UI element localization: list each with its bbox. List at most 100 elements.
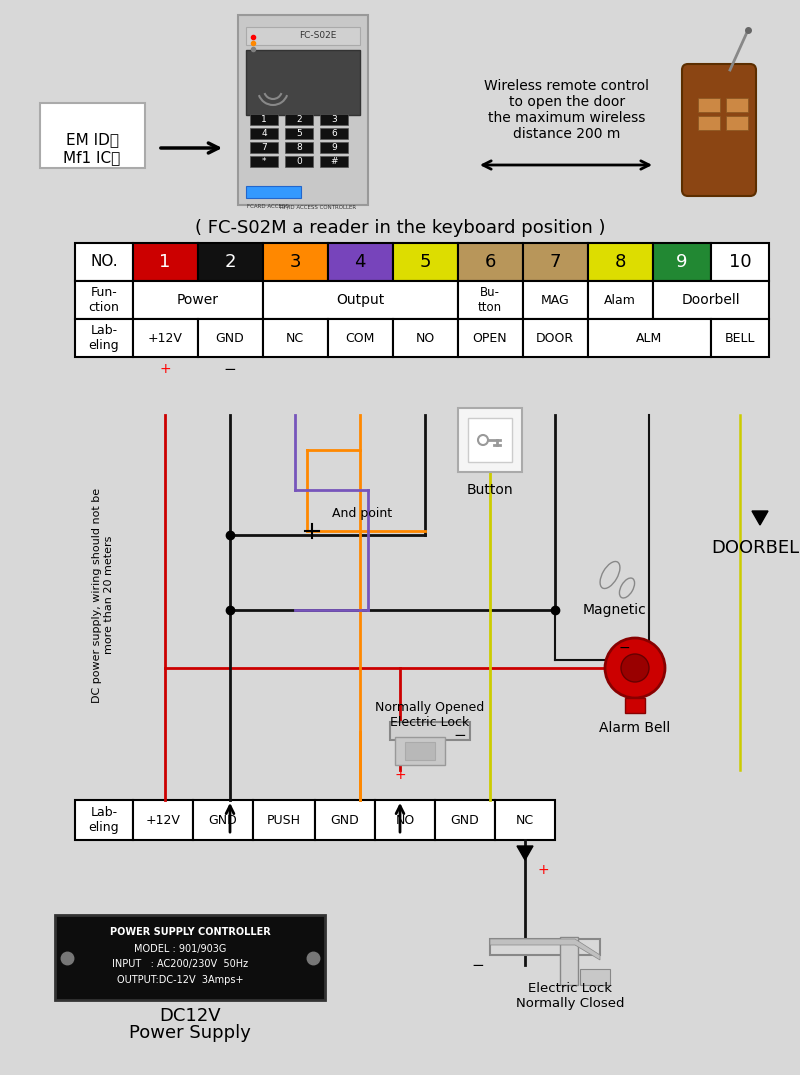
Text: BELL: BELL <box>725 331 755 344</box>
Bar <box>458 408 522 472</box>
Text: Alam: Alam <box>604 293 636 306</box>
Polygon shape <box>490 938 600 960</box>
Bar <box>588 243 653 281</box>
Bar <box>320 114 348 125</box>
Bar <box>75 319 133 357</box>
Text: 1: 1 <box>159 253 170 271</box>
Bar <box>315 800 375 840</box>
Text: MAG: MAG <box>541 293 570 306</box>
Bar <box>328 243 393 281</box>
Bar <box>133 281 263 319</box>
Text: FCARD ACCESS: FCARD ACCESS <box>247 204 289 210</box>
Bar <box>320 128 348 139</box>
Text: 2: 2 <box>224 253 236 271</box>
Text: GND: GND <box>330 814 359 827</box>
Text: NO: NO <box>395 814 414 827</box>
Text: −: − <box>472 958 484 973</box>
Bar <box>395 737 445 765</box>
Text: 9: 9 <box>331 143 337 152</box>
Circle shape <box>605 637 665 698</box>
Text: Button: Button <box>466 483 514 497</box>
Text: GND: GND <box>450 814 479 827</box>
Text: ( FC-S02M a reader in the keyboard position ): ( FC-S02M a reader in the keyboard posit… <box>194 219 606 236</box>
Text: OUTPUT:DC-12V  3Amps+: OUTPUT:DC-12V 3Amps+ <box>117 975 243 986</box>
Text: EM ID卡: EM ID卡 <box>66 132 118 147</box>
Bar <box>580 969 610 985</box>
Bar <box>40 103 145 168</box>
Text: 0: 0 <box>296 157 302 166</box>
Text: Fun-
ction: Fun- ction <box>89 286 119 314</box>
Text: +12V: +12V <box>146 814 181 827</box>
Text: 3: 3 <box>290 253 301 271</box>
Ellipse shape <box>619 578 634 598</box>
Text: Mf1 IC卡: Mf1 IC卡 <box>63 151 121 166</box>
Text: 1: 1 <box>261 115 267 124</box>
Text: 7: 7 <box>261 143 267 152</box>
Bar <box>75 281 133 319</box>
Bar <box>458 243 523 281</box>
Text: OPEN: OPEN <box>473 331 507 344</box>
Text: 5: 5 <box>296 129 302 138</box>
Text: NC: NC <box>516 814 534 827</box>
Text: 5: 5 <box>419 253 430 271</box>
Bar <box>320 156 348 167</box>
Bar <box>560 937 578 985</box>
Text: POWER SUPPLY CONTROLLER: POWER SUPPLY CONTROLLER <box>110 927 270 937</box>
Polygon shape <box>752 511 768 525</box>
Text: 4: 4 <box>261 129 267 138</box>
Text: Magnetic: Magnetic <box>583 603 647 617</box>
FancyBboxPatch shape <box>682 64 756 196</box>
Bar <box>238 15 368 205</box>
Bar <box>285 128 313 139</box>
Bar <box>653 281 769 319</box>
Text: GND: GND <box>216 331 244 344</box>
Bar <box>250 156 278 167</box>
Bar <box>405 742 435 760</box>
Bar <box>320 142 348 153</box>
Bar <box>55 915 325 1000</box>
Text: NC: NC <box>286 331 304 344</box>
Text: 10: 10 <box>729 253 751 271</box>
Text: 8: 8 <box>296 143 302 152</box>
Bar <box>246 186 301 198</box>
Bar <box>328 319 393 357</box>
Text: Electric Lock: Electric Lock <box>390 716 470 729</box>
Bar <box>133 800 193 840</box>
Bar <box>468 418 512 462</box>
Bar <box>726 98 748 112</box>
Text: 2: 2 <box>296 115 302 124</box>
Text: 3: 3 <box>331 115 337 124</box>
Bar <box>285 114 313 125</box>
Bar <box>193 800 253 840</box>
Text: Normally Opened: Normally Opened <box>375 702 485 715</box>
Bar <box>458 281 523 319</box>
Bar <box>263 243 328 281</box>
Text: Wireless remote control
to open the door
the maximum wireless
distance 200 m: Wireless remote control to open the door… <box>485 78 650 141</box>
Bar <box>393 243 458 281</box>
Bar <box>523 281 588 319</box>
Bar <box>523 243 588 281</box>
Bar <box>75 243 133 281</box>
Text: DC12V: DC12V <box>159 1007 221 1024</box>
Text: +: + <box>537 863 549 877</box>
Text: +: + <box>159 362 171 376</box>
Text: Power Supply: Power Supply <box>129 1024 251 1042</box>
Text: 9: 9 <box>676 253 688 271</box>
Bar <box>490 938 600 955</box>
Bar <box>711 243 769 281</box>
Text: DOORBELL: DOORBELL <box>711 539 800 557</box>
Bar <box>375 800 435 840</box>
Text: −: − <box>224 361 236 376</box>
Bar <box>263 319 328 357</box>
Text: Normally Closed: Normally Closed <box>516 997 624 1009</box>
Text: And point: And point <box>332 506 392 519</box>
Text: INPUT   : AC200/230V  50Hz: INPUT : AC200/230V 50Hz <box>112 959 248 970</box>
Bar <box>75 800 133 840</box>
Text: ALM: ALM <box>636 331 662 344</box>
Bar <box>390 722 470 740</box>
Text: #: # <box>330 157 338 166</box>
Bar <box>250 114 278 125</box>
Text: 6: 6 <box>331 129 337 138</box>
Text: Power: Power <box>177 293 219 307</box>
Bar <box>458 319 523 357</box>
